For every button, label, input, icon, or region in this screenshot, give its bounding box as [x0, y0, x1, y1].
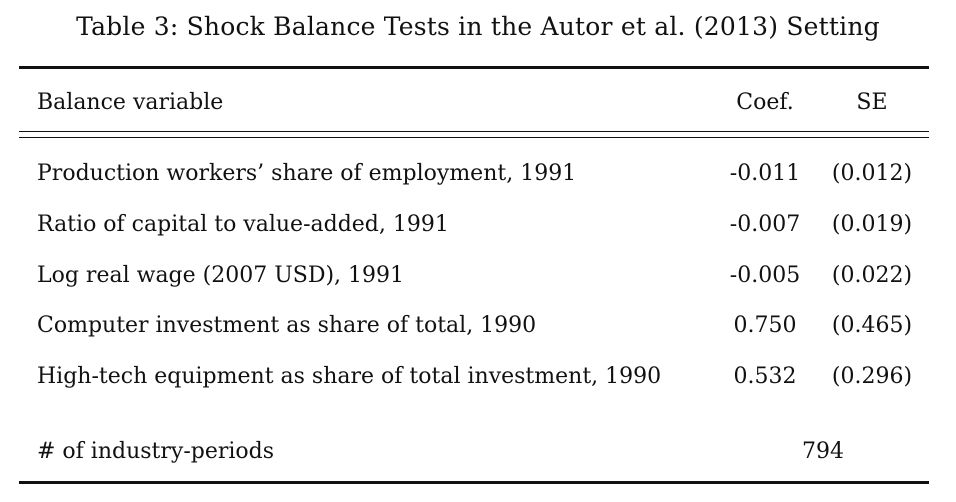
row-label: Log real wage (2007 USD), 1991	[37, 263, 405, 288]
row-coef: 0.750	[733, 313, 797, 338]
header-rule-upper	[19, 131, 929, 132]
header-coef: Coef.	[736, 90, 794, 115]
row-label: High-tech equipment as share of total in…	[37, 364, 662, 389]
header-variable: Balance variable	[37, 90, 224, 115]
row-label: Computer investment as share of total, 1…	[37, 313, 537, 338]
header-rule-lower	[19, 137, 929, 138]
row-label: Production workers’ share of employment,…	[37, 161, 577, 186]
row-se: (0.022)	[831, 263, 913, 288]
row-se: (0.296)	[831, 364, 913, 389]
row-label: Ratio of capital to value-added, 1991	[37, 212, 449, 237]
row-se: (0.019)	[831, 212, 913, 237]
row-coef: -0.011	[729, 161, 801, 186]
header-se: SE	[856, 90, 888, 115]
row-coef: 0.532	[733, 364, 797, 389]
row-se: (0.012)	[831, 161, 913, 186]
row-se: (0.465)	[831, 313, 913, 338]
bottom-rule	[19, 481, 929, 484]
footer-value: 794	[802, 439, 844, 464]
table-caption: Table 3: Shock Balance Tests in the Auto…	[76, 12, 880, 41]
row-coef: -0.005	[729, 263, 801, 288]
row-coef: -0.007	[729, 212, 801, 237]
footer-label: # of industry-periods	[37, 439, 275, 464]
top-rule	[19, 66, 929, 69]
